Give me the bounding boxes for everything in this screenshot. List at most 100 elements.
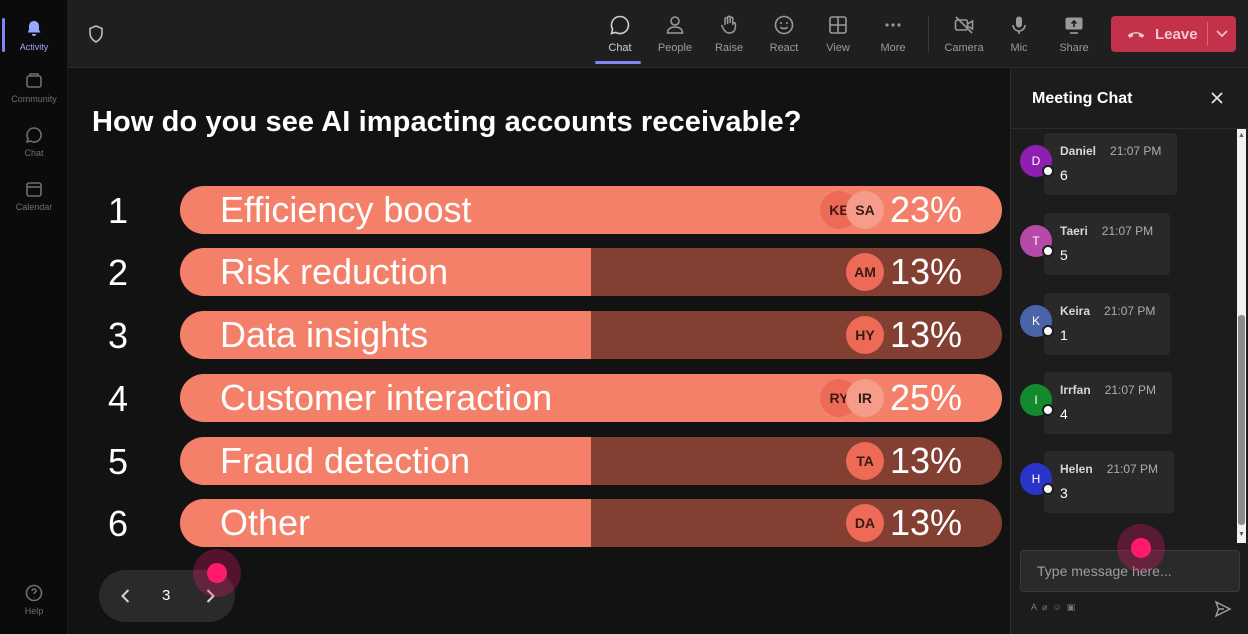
grid-icon [829, 16, 847, 34]
chat-message: Helen 21:07 PM 3 H [1020, 447, 1240, 513]
rail-community[interactable]: Community [0, 62, 68, 112]
chat-message: Daniel 21:07 PM 6 D [1020, 129, 1240, 195]
voter-avatar[interactable]: AM [846, 253, 884, 291]
message-bubble[interactable]: Daniel 21:07 PM 6 [1044, 133, 1177, 195]
close-icon[interactable] [1209, 90, 1225, 106]
message-time: 21:07 PM [1110, 144, 1162, 158]
leave-button[interactable]: Leave [1111, 16, 1236, 52]
smiley-icon [774, 15, 794, 35]
chevron-left-icon[interactable] [116, 586, 136, 606]
option-percent: 13% [889, 314, 962, 355]
message-input[interactable]: Type message here... [1020, 550, 1240, 592]
presence-status-icon [1042, 483, 1054, 495]
voter-avatars: TA [846, 442, 884, 480]
presence-status-icon [1042, 404, 1054, 416]
option-number: 3 [108, 315, 129, 356]
avatar-initial: I [1034, 393, 1038, 407]
poll-option-row: 2 Risk reduction AM 13% [68, 248, 1010, 296]
option-label: Efficiency boost [220, 189, 472, 230]
poll-option-row: 1 Efficiency boost KE SA 23% [68, 186, 1010, 234]
rail-chat[interactable]: Chat [0, 116, 68, 166]
bell-icon [27, 20, 41, 36]
option-label: Data insights [220, 314, 429, 355]
page-number: 3 [162, 587, 171, 604]
sender-name: Keira [1060, 304, 1091, 318]
chevron-right-icon[interactable] [200, 586, 220, 606]
more-label: More [880, 42, 906, 54]
message-bubble[interactable]: Helen 21:07 PM 3 [1044, 451, 1174, 513]
option-percent: 13% [889, 251, 962, 292]
message-time: 21:07 PM [1106, 462, 1159, 476]
attach-icon[interactable]: ⌀ [1042, 602, 1048, 612]
share-screen-icon [1065, 17, 1083, 34]
rail-activity[interactable]: Activity [0, 10, 68, 60]
option-label: Other [220, 502, 311, 543]
voter-avatar[interactable]: TA [846, 442, 884, 480]
sender-avatar[interactable]: I [1020, 384, 1054, 416]
option-bar[interactable]: Data insights HY 13% [180, 311, 1002, 359]
camera-off-icon [954, 16, 974, 34]
compose-toolbar: A ⌀ ☺ ▣ [1031, 602, 1075, 613]
raise-hand-button[interactable]: Raise [704, 10, 754, 60]
react-button[interactable]: React [759, 10, 809, 60]
option-number: 6 [108, 503, 129, 544]
message-bubble[interactable]: Taeri 21:07 PM 5 [1044, 213, 1170, 275]
share-label: Share [1059, 42, 1089, 54]
poll-option-row: 3 Data insights HY 13% [68, 311, 1010, 359]
mic-button[interactable]: Mic [994, 10, 1044, 60]
option-bar[interactable]: Customer interaction RY IR 25% [180, 374, 1002, 422]
sender-name: Helen [1060, 462, 1093, 476]
chat-message-list[interactable]: Daniel 21:07 PM 6 D Taeri 21:07 PM 5 T Keira 21:0… [1011, 128, 1248, 543]
emoji-icon[interactable]: ☺ [1052, 602, 1062, 612]
voter-avatar[interactable]: HY [846, 316, 884, 354]
raise-label: Raise [714, 42, 744, 54]
leave-split-divider [1207, 22, 1208, 46]
rail-calendar[interactable]: Calendar [0, 170, 68, 220]
option-bar[interactable]: Fraud detection TA 13% [180, 437, 1002, 485]
sender-avatar[interactable]: D [1020, 145, 1054, 177]
message-text: 5 [1060, 247, 1068, 263]
rail-community-label: Community [11, 93, 57, 104]
voter-avatar[interactable]: SA [846, 191, 884, 229]
option-bar[interactable]: Efficiency boost KE SA 23% [180, 186, 1002, 234]
sender-avatar[interactable]: T [1020, 225, 1054, 257]
camera-button[interactable]: Camera [939, 10, 989, 60]
help-icon [25, 584, 43, 601]
message-time: 21:07 PM [1104, 304, 1156, 318]
people-label: People [657, 42, 693, 54]
scroll-down-arrow[interactable]: ▼ [1238, 531, 1245, 538]
option-number: 5 [108, 441, 129, 482]
option-number: 1 [108, 190, 129, 231]
view-button[interactable]: View [813, 10, 863, 60]
voter-avatar[interactable]: DA [846, 504, 884, 542]
rail-help[interactable]: Help [0, 574, 68, 624]
meeting-chat-panel: Meeting Chat Daniel 21:07 PM 6 D Taeri 21:07 … [1010, 68, 1248, 634]
sender-avatar[interactable]: H [1020, 463, 1054, 495]
avatar-initial: K [1031, 314, 1040, 328]
option-bar[interactable]: Risk reduction AM 13% [180, 248, 1002, 296]
message-time: 21:07 PM [1101, 224, 1154, 238]
format-icon[interactable]: A [1031, 602, 1038, 612]
send-icon[interactable] [1214, 600, 1232, 618]
gif-icon[interactable]: ▣ [1066, 602, 1076, 612]
voter-avatar[interactable]: IR [846, 379, 884, 417]
chevron-down-icon[interactable] [1214, 25, 1230, 41]
sender-avatar[interactable]: K [1020, 305, 1054, 337]
people-button[interactable]: People [650, 10, 700, 60]
avatar-initial: T [1032, 234, 1040, 248]
shield-icon[interactable] [86, 24, 106, 44]
chat-button[interactable]: Chat [595, 10, 645, 64]
option-bar[interactable]: Other DA 13% [180, 499, 1002, 547]
share-button[interactable]: Share [1049, 10, 1099, 60]
scroll-up-arrow[interactable]: ▲ [1238, 132, 1245, 139]
more-button[interactable]: More [868, 10, 918, 60]
community-icon [26, 72, 42, 88]
message-bubble[interactable]: Keira 21:07 PM 1 [1044, 293, 1170, 355]
hang-up-icon [1127, 32, 1145, 38]
option-percent: 25% [889, 377, 962, 418]
chat-scroll-thumb[interactable] [1238, 315, 1245, 525]
message-time: 21:07 PM [1104, 383, 1157, 397]
message-bubble[interactable]: Irrfan 21:07 PM 4 [1044, 372, 1172, 434]
presence-status-icon [1042, 245, 1054, 257]
message-text: 1 [1060, 327, 1068, 343]
